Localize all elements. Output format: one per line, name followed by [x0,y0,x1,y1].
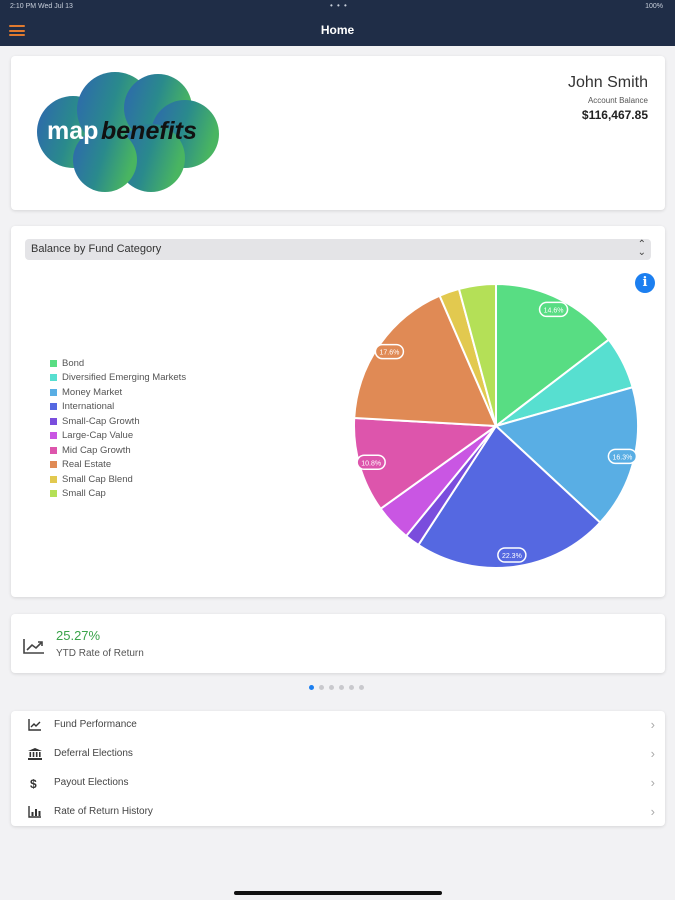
legend-item: Mid Cap Growth [50,443,186,458]
chevron-right-icon: › [650,804,655,819]
page-dot[interactable] [309,685,314,690]
menu-item-label: Rate of Return History [54,806,153,817]
legend-item: Real Estate [50,458,186,473]
legend-label: Money Market [62,386,123,398]
legend-item: Large-Cap Value [50,429,186,444]
pie-label-badge [374,343,405,360]
pie-label-text: 16.3% [612,454,632,461]
legend-label: Real Estate [62,459,112,471]
menu-item-label: Fund Performance [54,719,137,730]
pie-label-badge [356,454,386,471]
logo-text-map: map [47,117,98,145]
legend-item: Small-Cap Growth [50,414,186,429]
svg-text:$: $ [30,777,37,789]
legend-swatch [50,490,57,498]
pie-value-label: 17.6% [374,343,405,360]
legend-item: Small Cap Blend [50,472,186,487]
menu-item-deferral-elections[interactable]: Deferral Elections › [11,740,665,769]
dollar-icon: $ [30,777,37,789]
pie-chart: 14.6% 16.3% 22.3% 10.8% 17.6% [353,282,639,569]
account-balance-value: $116,467.85 [581,108,648,122]
legend-swatch [50,417,57,425]
pie-label-badge [607,448,638,465]
pie-value-label: 16.3% [607,448,638,465]
hamburger-menu-icon[interactable] [9,25,25,36]
status-time: 2:10 PM Wed Jul 13 [10,3,73,10]
legend-swatch [50,374,57,382]
legend-item: Small Cap [50,487,186,502]
chevron-right-icon: › [650,717,655,732]
legend-label: Large-Cap Value [62,430,134,442]
legend-swatch [50,446,57,454]
chevron-right-icon: › [650,775,655,790]
legend-item: Bond [50,356,186,371]
legend-swatch [50,432,57,440]
account-card: map benefits John Smith Account Balance … [11,56,665,210]
mapbenefits-logo: map benefits [37,72,219,192]
ytd-value: 25.27% [56,628,101,643]
legend-label: Small Cap Blend [62,473,133,485]
chart-type-select-value: Balance by Fund Category [31,243,162,255]
column-chart-icon [28,806,41,818]
legend-label: Small-Cap Growth [62,415,140,427]
menu-item-payout-elections[interactable]: $ Payout Elections › [11,769,665,798]
user-name: John Smith [567,74,648,91]
status-bar: 2:10 PM Wed Jul 13 • • • 100% [0,0,675,14]
chevron-right-icon: › [650,746,655,761]
legend-item: International [50,400,186,415]
bank-icon [28,748,42,760]
pie-label-text: 22.3% [502,553,522,560]
legend-item: Money Market [50,385,186,400]
page-indicator[interactable] [309,685,369,691]
legend-label: Bond [62,357,85,369]
page-dot[interactable] [329,685,334,690]
home-indicator[interactable] [234,891,442,895]
legend-swatch [50,388,57,396]
page-dot[interactable] [349,685,354,690]
status-battery: 100% [645,3,663,10]
legend-label: Small Cap [62,488,106,500]
legend-swatch [50,403,57,411]
pie-label-badge [497,547,527,563]
page-dot[interactable] [359,685,364,690]
legend-swatch [50,359,57,367]
menu-item-fund-performance[interactable]: Fund Performance › [11,711,665,740]
legend-label: Diversified Emerging Markets [62,372,187,384]
menu-item-label: Deferral Elections [54,748,133,759]
pie-label-text: 14.6% [544,307,564,314]
pie-label-badge [538,301,569,318]
page-title: Home [320,23,355,37]
pie-value-label: 14.6% [538,301,569,318]
trend-chart-icon [23,639,44,654]
pie-slice [417,424,602,569]
info-icon[interactable]: i [635,273,655,293]
legend-label: International [62,401,115,413]
logo-text-benefits: benefits [101,117,197,145]
fund-chart-card: Balance by Fund Category ⌃ ⌄ i Bond Divers… [11,226,665,597]
pie-slice [495,282,611,429]
page-dot[interactable] [339,685,344,690]
menu-item-rate-of-return-history[interactable]: Rate of Return History › [11,798,665,827]
legend-swatch [50,475,57,483]
page-dot[interactable] [319,685,324,690]
legend-item: Diversified Emerging Markets [50,371,186,386]
ytd-label: YTD Rate of Return [56,648,144,659]
chart-type-select[interactable]: Balance by Fund Category ⌃ ⌄ [25,239,651,260]
status-dots: • • • [330,1,348,10]
legend-label: Mid Cap Growth [62,444,131,456]
pie-value-label: 10.8% [356,454,386,471]
menu-list: Fund Performance › Deferral Elections › … [11,711,665,826]
pie-slice [457,282,497,427]
menu-item-label: Payout Elections [54,777,129,788]
select-arrows-icon: ⌃ ⌄ [637,239,646,258]
bar-chart-icon [28,719,41,731]
pie-label-text: 17.6% [379,350,399,357]
legend-swatch [50,461,57,469]
nav-bar: Home [0,14,675,46]
account-balance-label: Account Balance [587,96,648,105]
pie-value-label: 22.3% [497,547,527,563]
chart-legend: Bond Diversified Emerging Markets Money Ma… [50,356,186,501]
pie-label-text: 10.8% [361,460,381,467]
ytd-card[interactable]: 25.27% YTD Rate of Return [11,614,665,673]
